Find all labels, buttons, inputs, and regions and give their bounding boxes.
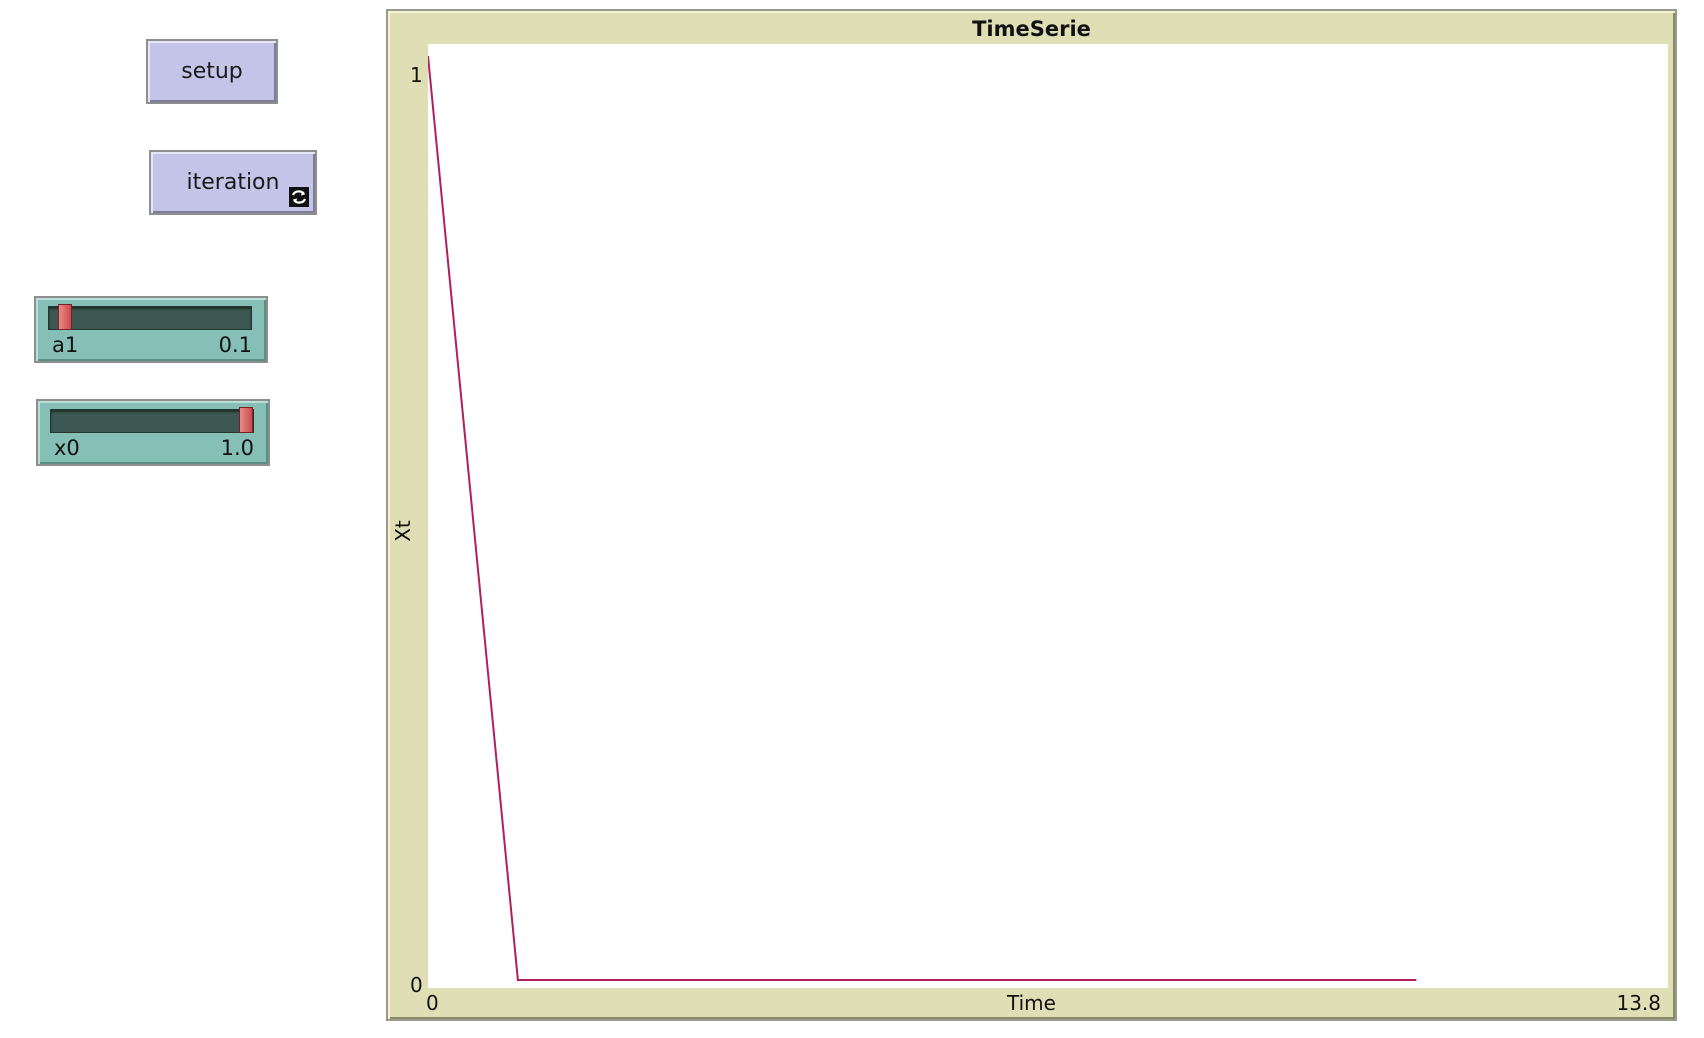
plot-area (428, 44, 1668, 988)
x-axis-label: Time (1007, 991, 1056, 1015)
a1-slider-thumb[interactable] (58, 304, 73, 330)
plot-title: TimeSerie (972, 17, 1091, 41)
a1-slider-track[interactable] (48, 304, 252, 330)
a1-slider-name: a1 (52, 333, 79, 357)
x0-slider-track[interactable] (50, 407, 254, 433)
setup-button-label: setup (181, 59, 243, 84)
y-tick-min: 0 (410, 973, 423, 997)
y-tick-max: 1 (410, 63, 423, 87)
series-line-0 (428, 55, 1417, 981)
plot-svg (428, 55, 1417, 981)
x0-slider[interactable]: x0 1.0 (36, 399, 270, 466)
iteration-button-label: iteration (186, 170, 280, 195)
a1-slider[interactable]: a1 0.1 (34, 296, 268, 363)
x0-slider-thumb[interactable] (239, 407, 253, 433)
setup-button[interactable]: setup (146, 39, 278, 104)
y-axis-label: Xt (390, 520, 415, 542)
x0-slider-value: 1.0 (220, 436, 254, 460)
forever-loop-icon (289, 187, 309, 207)
x0-slider-name: x0 (54, 436, 80, 460)
timeserie-plot: TimeSerie 1 0 Xt 0 Time 13.8 (386, 9, 1677, 1021)
iteration-button[interactable]: iteration (149, 150, 317, 215)
x-tick-max: 13.8 (1616, 991, 1661, 1015)
a1-slider-value: 0.1 (218, 333, 252, 357)
x-tick-min: 0 (426, 991, 439, 1015)
